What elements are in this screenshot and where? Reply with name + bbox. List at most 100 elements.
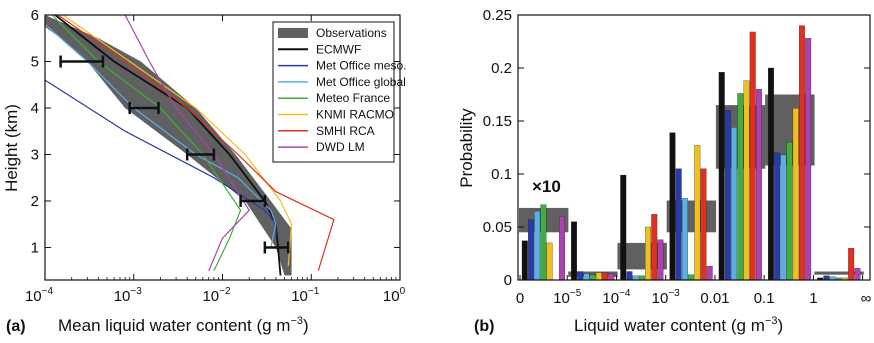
x-tick-exp: −4: [42, 286, 54, 297]
legend-swatch-observations: [278, 28, 308, 38]
panel-b-x10-annotation: ×10: [532, 177, 561, 196]
bar-meteo-france: [688, 274, 695, 281]
x-tick-base: 10: [25, 288, 42, 305]
bar-knmi-racmo: [792, 108, 799, 281]
legend-label-5: KNMI RACMO: [316, 108, 394, 122]
x-tick-base: 1: [809, 290, 817, 307]
x-tick-label-0: 0: [516, 290, 524, 307]
bar-met-office-meso-: [774, 152, 781, 281]
x-tick-exp: −5: [570, 288, 582, 299]
legend-label-3: Met Office global: [316, 75, 406, 89]
bar-ecmwf: [521, 240, 528, 281]
x-tick-base: 0.01: [700, 290, 729, 307]
bar-knmi-racmo: [645, 226, 652, 281]
bar-met-office-meso-: [528, 219, 534, 281]
bar-knmi-racmo: [743, 80, 750, 281]
panel-b-y-axis-label: Probability: [457, 108, 476, 188]
bar-ecmwf: [718, 72, 725, 281]
bar-smhi-rca: [848, 248, 855, 281]
bar-meteo-france: [786, 142, 793, 281]
x-tick-exp: −2: [219, 286, 231, 297]
bin-6: [814, 248, 864, 281]
bar-met-office-global: [583, 273, 590, 281]
obs-errorbar-3: [239, 194, 267, 207]
legend-label-1: ECMWF: [316, 42, 361, 56]
observations-range-box: [568, 271, 618, 277]
panel-b-x-ticks: 0 10−5 10−4 10−3 0.01 0.1 1 ∞: [516, 275, 872, 307]
panel-a-y-ticks: 1 2 3 4 5 6: [31, 7, 400, 256]
panel-b: 0 10−5 10−4 10−3 0.01 0.1 1 ∞ 00.050.10.150.20.…: [457, 7, 872, 335]
x-tick-base: 10: [553, 290, 570, 307]
x-tick-base: ∞: [861, 290, 872, 307]
x-tick-label-1: 10−3: [114, 286, 143, 305]
bar-met-office-global: [632, 275, 639, 281]
bar-dwd-lm: [608, 273, 615, 281]
bar-met-office-global: [681, 198, 688, 281]
x-tick-label-4: 100: [383, 286, 406, 305]
bin-1: [568, 221, 618, 281]
bar-met-office-global: [731, 127, 738, 281]
legend-label-7: DWD LM: [316, 140, 365, 154]
x-tick-label-2: 10−2: [202, 286, 231, 305]
bar-knmi-racmo: [546, 242, 553, 281]
x-tick-label-7: ∞: [861, 290, 872, 307]
x-tick-label-0: 10−4: [25, 286, 54, 305]
bin-5: [765, 25, 815, 281]
obs-errorbar-0: [59, 55, 105, 68]
bar-dwd-lm: [657, 239, 664, 281]
bar-met-office-meso-: [675, 168, 682, 281]
x-tick-label-5: 0.1: [754, 290, 775, 307]
x-tick-base: 10: [383, 288, 400, 305]
x-tick-exp: −1: [308, 286, 320, 297]
bar-smhi-rca: [799, 25, 805, 281]
bar-ecmwf: [669, 132, 676, 281]
bar-meteo-france: [638, 275, 645, 281]
y-tick-label-3: 0.15: [483, 113, 512, 130]
bin-4: [715, 31, 766, 281]
y-tick-label-5: 0.25: [483, 7, 512, 24]
bar-ecmwf: [768, 67, 774, 281]
x-tick-base: 10: [114, 288, 131, 305]
legend-label-6: SMHI RCA: [316, 124, 375, 138]
legend-label-2: Met Office meso.: [316, 59, 406, 73]
panel-b-label: (b): [474, 318, 494, 335]
x-tick-label-3: 10−1: [291, 286, 320, 305]
bin-2: [617, 174, 667, 281]
obs-errorbar-1: [128, 101, 160, 114]
bin-0: [519, 204, 569, 281]
bar-knmi-racmo: [595, 272, 602, 281]
observations-band: [45, 15, 292, 276]
x-tick-label-3: 10−3: [652, 288, 681, 307]
x-tick-base: 10: [202, 288, 219, 305]
bar-dwd-lm: [755, 89, 762, 281]
observations-range-box: [814, 271, 864, 275]
panel-a-plot-area: [44, 14, 335, 276]
bar-ecmwf: [620, 174, 627, 281]
bar-smhi-rca: [651, 214, 658, 281]
bar-ecmwf: [571, 221, 577, 281]
panel-a-y-axis-label: Height (km): [2, 104, 21, 192]
bin-3: [666, 132, 717, 281]
bar-met-office-meso-: [823, 275, 830, 281]
bar-dwd-lm: [706, 266, 713, 281]
bar-knmi-racmo: [694, 145, 701, 281]
bar-smhi-rca: [700, 168, 707, 281]
x-tick-base: 10: [652, 290, 669, 307]
x-tick-label-6: 1: [809, 290, 817, 307]
bar-smhi-rca: [749, 31, 756, 281]
bar-met-office-meso-: [626, 271, 633, 281]
panel-b-axes-frame: [517, 14, 871, 281]
obs-errorbar-2: [185, 148, 216, 161]
x-tick-exp: −3: [130, 286, 142, 297]
bar-dwd-lm: [854, 268, 861, 281]
x-tick-label-4: 0.01: [700, 290, 729, 307]
y-tick-label-4: 5: [31, 53, 39, 70]
x-tick-base: 10: [291, 288, 308, 305]
bar-meteo-france: [540, 204, 547, 281]
panel-a-legend: Observations ECMWF Met Office meso. Met Off…: [272, 21, 406, 163]
bar-met-office-global: [780, 154, 787, 281]
y-tick-label-0: 1: [31, 239, 39, 256]
x-tick-base: 10: [602, 290, 619, 307]
